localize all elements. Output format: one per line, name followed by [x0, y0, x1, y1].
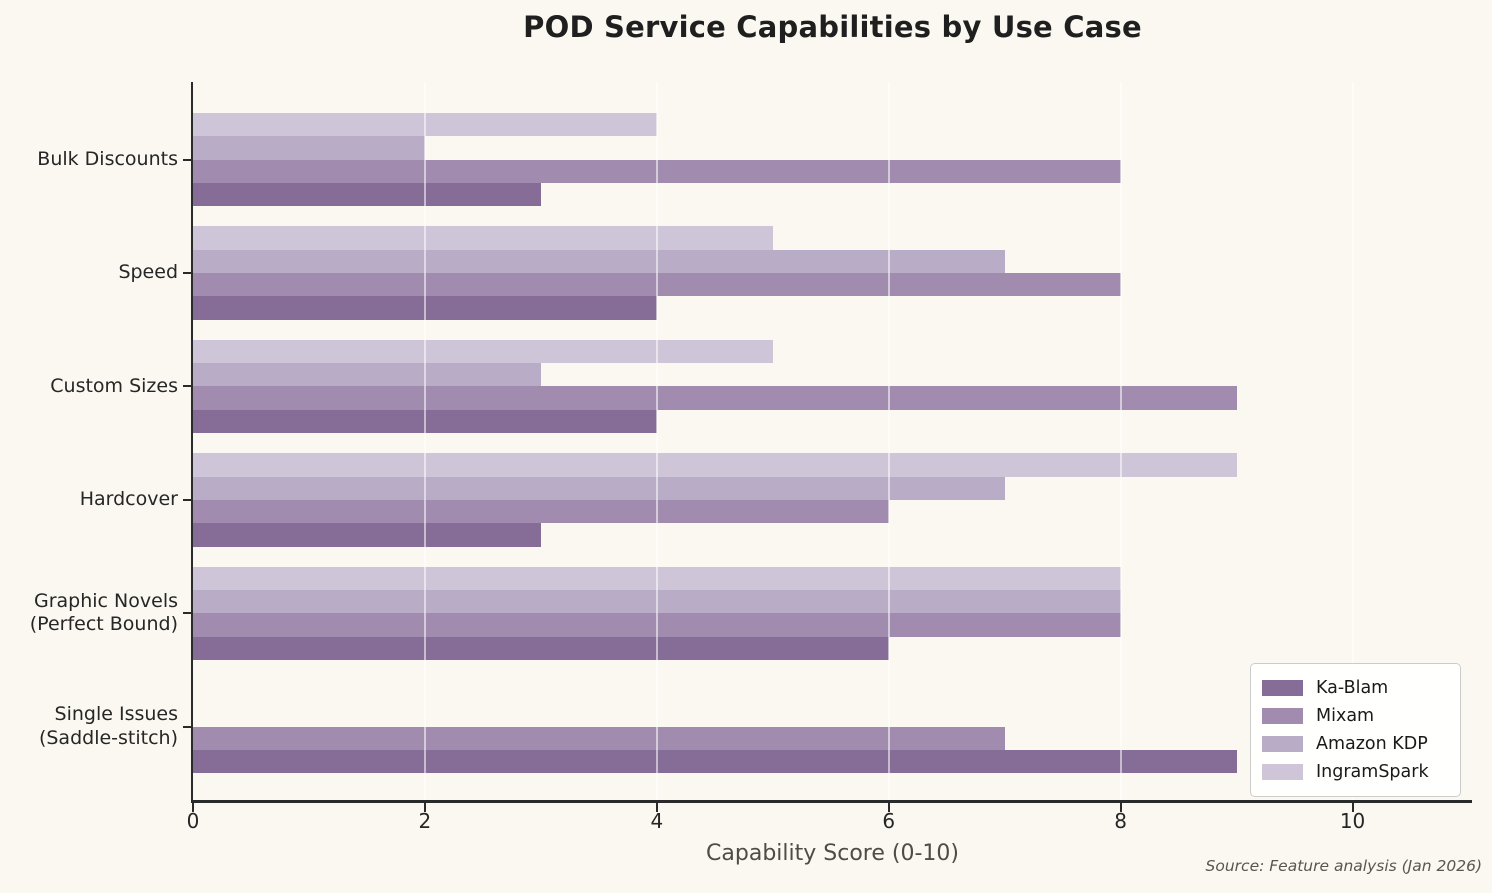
y-tickmark-hardcover [183, 498, 191, 501]
legend-label-ingramspark: IngramSpark [1316, 762, 1429, 782]
y-tickmark-speed [183, 272, 191, 275]
bar-ka-blam-bulk-discounts [193, 182, 541, 207]
y-axis-spine [191, 82, 193, 803]
chart-title: POD Service Capabilities by Use Case [523, 10, 1142, 44]
y-tickmark-bulk-discounts [183, 158, 191, 161]
bar-ingramspark-custom-sizes [193, 339, 773, 364]
y-tickmark-single-issues-saddle-stitch [183, 725, 191, 728]
x-tickmark-10 [1351, 803, 1354, 812]
bar-mixam-hardcover [193, 499, 889, 524]
gridline-x-2 [423, 82, 426, 800]
x-ticklabel-2: 2 [418, 809, 432, 833]
x-ticklabel-10: 10 [1339, 809, 1366, 833]
y-tickmark-graphic-novels-perfect-bound [183, 612, 191, 615]
x-axis-title: Capability Score (0-10) [706, 841, 959, 866]
y-label-speed: Speed [118, 261, 178, 284]
bar-amazon-kdp-hardcover [193, 476, 1005, 500]
bar-ka-blam-hardcover [193, 523, 541, 547]
x-ticklabel-8: 8 [1114, 809, 1127, 833]
x-ticklabel-4: 4 [650, 809, 664, 833]
x-ticklabel-6: 6 [882, 809, 896, 833]
y-label-single-issues-saddle-stitch: Single Issues (Saddle-stitch) [38, 702, 178, 749]
bar-mixam-single-issues-saddle-stitch [193, 726, 1005, 750]
y-label-custom-sizes: Custom Sizes [50, 374, 178, 397]
x-tickmark-6 [887, 803, 890, 812]
bar-mixam-custom-sizes [193, 386, 1237, 410]
x-axis-spine [191, 800, 1472, 803]
legend-swatch-amazon-kdp [1262, 736, 1303, 752]
gridline-x-6 [887, 82, 890, 800]
legend-swatch-ka-blam [1262, 680, 1303, 696]
legend-swatch-ingramspark [1262, 764, 1303, 780]
legend-item-amazon-kdp: Amazon KDP [1262, 731, 1448, 757]
gridline-x-10 [1351, 82, 1354, 800]
x-ticklabel-0: 0 [186, 809, 200, 833]
legend-swatch-mixam [1262, 708, 1303, 724]
y-label-graphic-novels-perfect-bound: Graphic Novels (Perfect Bound) [29, 589, 178, 636]
legend: Ka-Blam Mixam Amazon KDP IngramSpark [1250, 663, 1461, 797]
x-tickmark-2 [423, 803, 426, 812]
gridline-x-4 [655, 82, 658, 800]
y-label-bulk-discounts: Bulk Discounts [37, 147, 178, 170]
gridline-x-8 [1119, 82, 1122, 800]
x-tickmark-4 [655, 803, 658, 812]
legend-label-ka-blam: Ka-Blam [1316, 678, 1389, 698]
bar-ingramspark-speed [193, 226, 773, 250]
legend-item-ingramspark: IngramSpark [1262, 759, 1448, 785]
bar-ka-blam-single-issues-saddle-stitch [193, 749, 1237, 774]
legend-item-mixam: Mixam [1262, 703, 1448, 729]
bar-amazon-kdp-bulk-discounts [193, 136, 425, 160]
bar-ingramspark-hardcover [193, 453, 1237, 477]
y-tickmark-custom-sizes [183, 385, 191, 388]
y-label-hardcover: Hardcover [79, 487, 178, 510]
legend-label-amazon-kdp: Amazon KDP [1316, 734, 1428, 754]
plot-area [193, 82, 1472, 800]
x-tickmark-8 [1119, 803, 1122, 812]
x-tickmark-0 [192, 803, 194, 812]
legend-item-ka-blam: Ka-Blam [1262, 675, 1448, 701]
bar-ka-blam-graphic-novels-perfect-bound [193, 636, 889, 660]
legend-label-mixam: Mixam [1316, 706, 1375, 726]
source-note: Source: Feature analysis (Jan 2026) [1205, 857, 1482, 875]
bar-amazon-kdp-speed [193, 249, 1005, 274]
bar-amazon-kdp-custom-sizes [193, 363, 541, 387]
